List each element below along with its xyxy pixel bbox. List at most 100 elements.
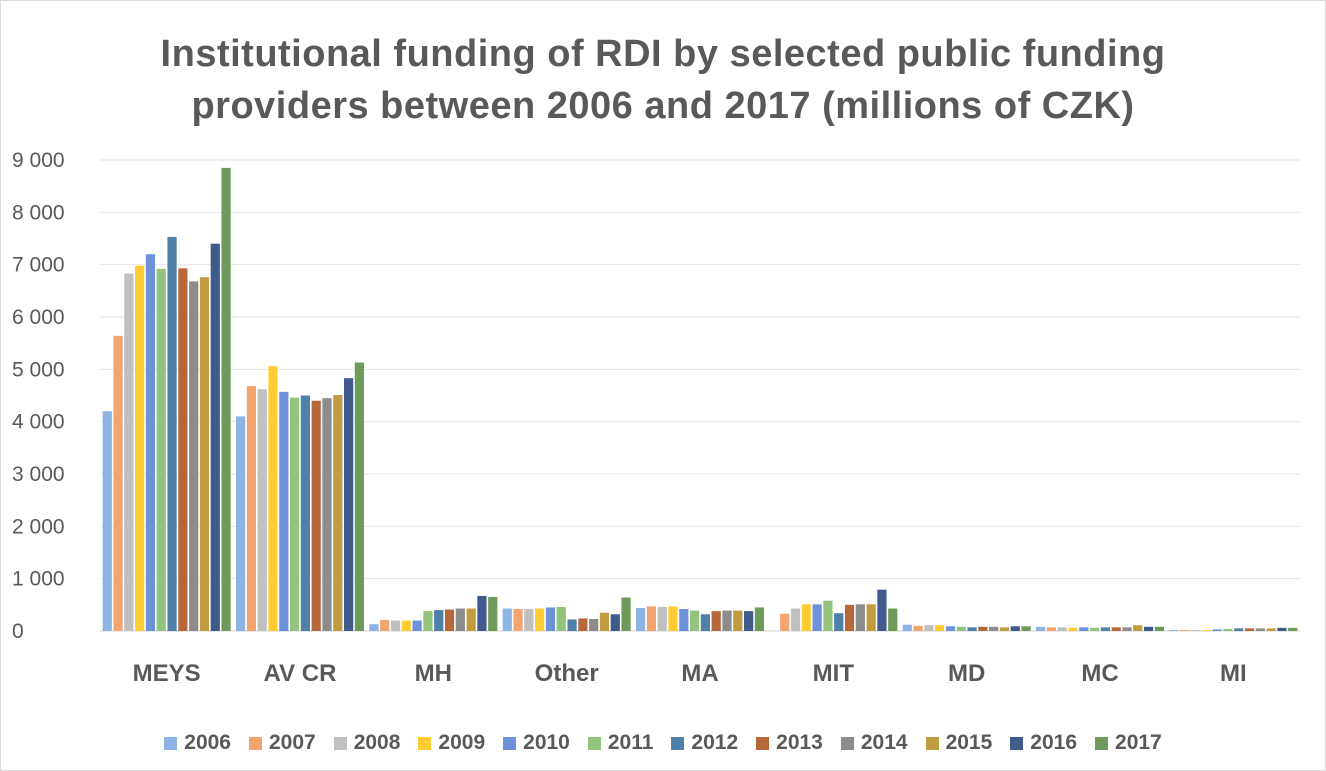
x-category-label: MH [415, 660, 452, 687]
bar-ma-2010 [679, 609, 689, 631]
bar-ma-2011 [690, 610, 700, 631]
bar-other-2014 [589, 618, 599, 631]
legend-item: 2008 [333, 731, 400, 755]
bar-ma-2009 [668, 606, 678, 631]
y-tick-label: 2 000 [12, 515, 65, 538]
bar-mc-2015 [1133, 625, 1143, 631]
bar-meys-2017 [221, 167, 231, 631]
bar-mc-2012 [1100, 627, 1110, 631]
bar-mh-2017 [488, 596, 498, 631]
bar-av-cr-2007 [246, 386, 256, 631]
bar-md-2007 [913, 625, 923, 631]
legend-label: 2007 [268, 731, 316, 754]
bar-ma-2012 [700, 614, 710, 631]
legend-label: 2017 [1115, 731, 1162, 754]
bar-ma-2013 [711, 611, 721, 631]
bar-other-2013 [578, 618, 588, 631]
bar-mit-2007 [780, 613, 790, 631]
bar-mc-2009 [1068, 627, 1078, 631]
legend-label: 2009 [438, 731, 486, 754]
bar-other-2007 [513, 609, 523, 631]
bar-mi-2016 [1277, 627, 1287, 631]
legend-swatch [1095, 736, 1109, 750]
legend: 2006 2007 2008 2009 2010 2011 2012 2013 2014 2015… [0, 728, 1326, 758]
legend-item: 2017 [1095, 731, 1162, 755]
bar-av-cr-2014 [322, 398, 332, 631]
bar-mit-2009 [801, 604, 811, 631]
legend-label: 2010 [523, 731, 570, 754]
legend-swatch [925, 736, 939, 750]
legend-item: 2011 [587, 731, 654, 755]
bar-mh-2016 [477, 595, 487, 631]
x-category-label: AV CR [264, 660, 337, 687]
bar-other-2015 [599, 612, 610, 631]
legend-item: 2015 [925, 731, 992, 755]
bar-mc-2016 [1144, 626, 1154, 631]
legend-item: 2014 [840, 731, 908, 755]
bar-md-2016 [1010, 626, 1020, 631]
legend-item: 2007 [248, 731, 316, 755]
legend-item: 2010 [503, 731, 570, 755]
x-category-label: MC [1081, 660, 1118, 687]
x-category-label: MEYS [133, 660, 201, 687]
legend-item: 2006 [164, 731, 231, 755]
legend-swatch [248, 736, 262, 750]
bar-mit-2015 [866, 604, 876, 631]
bar-other-2006 [502, 608, 512, 631]
legend-swatch [503, 736, 517, 750]
bar-meys-2014 [189, 281, 199, 631]
y-tick-label: 1 000 [12, 568, 65, 591]
bar-ma-2014 [722, 610, 732, 631]
bar-meys-2015 [199, 277, 210, 631]
bar-meys-2013 [178, 268, 188, 631]
bar-mi-2013 [1244, 628, 1255, 631]
legend-label: 2016 [1030, 731, 1078, 754]
bar-other-2010 [545, 607, 556, 631]
legend-swatch [418, 736, 432, 750]
legend-item: 2013 [756, 731, 823, 755]
bar-mc-2013 [1111, 627, 1121, 631]
bar-md-2012 [967, 627, 977, 631]
bar-mc-2017 [1154, 626, 1164, 631]
bar-other-2008 [524, 609, 534, 631]
bar-mh-2012 [434, 610, 444, 631]
bar-mit-2010 [812, 604, 822, 631]
bar-mit-2012 [834, 613, 844, 631]
bar-av-cr-2013 [311, 400, 321, 631]
bar-other-2017 [621, 597, 631, 631]
bar-mi-2011 [1223, 628, 1233, 631]
x-category-label: MIT [813, 660, 855, 687]
legend-item: 2012 [671, 731, 738, 755]
legend-label: 2011 [607, 731, 654, 754]
bar-md-2008 [924, 625, 934, 631]
legend-label: 2006 [184, 731, 231, 754]
bar-mh-2006 [369, 624, 379, 631]
bar-mit-2013 [844, 604, 855, 631]
bar-md-2006 [902, 624, 912, 631]
bar-mit-2016 [877, 589, 887, 631]
x-category-label: MA [681, 660, 718, 687]
bar-mit-2011 [823, 600, 833, 631]
chart-title-line-1: Institutional funding of RDI by selected… [160, 33, 1166, 75]
bar-other-2012 [567, 619, 577, 631]
bar-mi-2009 [1201, 629, 1211, 631]
legend-swatch [164, 736, 178, 750]
bar-meys-2006 [102, 411, 112, 631]
chart-title: Institutional funding of RDI by selected… [0, 28, 1326, 132]
bar-av-cr-2006 [236, 416, 246, 631]
legend-swatch [1010, 736, 1024, 750]
bar-av-cr-2009 [268, 366, 278, 631]
bar-mi-2012 [1234, 628, 1244, 631]
bar-other-2009 [535, 608, 545, 631]
bar-ma-2016 [744, 611, 754, 631]
bar-av-cr-2012 [300, 395, 310, 631]
bar-mc-2006 [1036, 626, 1046, 631]
legend-swatch [333, 736, 347, 750]
legend-label: 2013 [776, 731, 823, 754]
bar-md-2011 [956, 626, 966, 631]
bar-md-2013 [978, 626, 988, 631]
bar-mit-2014 [855, 604, 865, 631]
bar-mc-2011 [1090, 627, 1100, 631]
bar-mh-2011 [423, 611, 433, 631]
